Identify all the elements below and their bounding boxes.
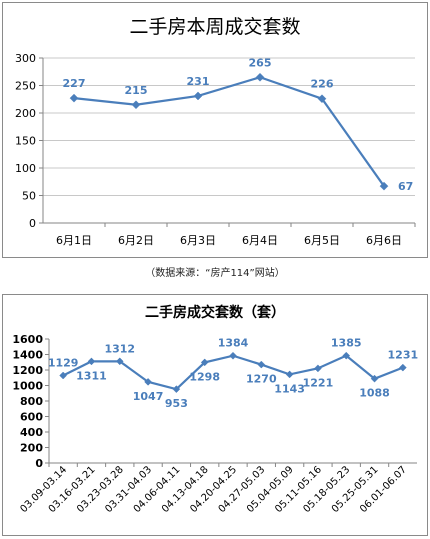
- data-label: 1312: [104, 342, 135, 355]
- y-tick-label: 600: [20, 411, 43, 424]
- data-point: [131, 100, 141, 110]
- data-point: [398, 363, 407, 372]
- data-point: [87, 357, 96, 366]
- y-tick-label: 0: [29, 217, 36, 230]
- data-point: [115, 357, 124, 366]
- data-label: 231: [187, 75, 210, 88]
- y-tick-label: 150: [15, 135, 36, 148]
- x-tick-label: 6月6日: [366, 234, 402, 247]
- data-point: [229, 351, 237, 360]
- data-label: 1270: [246, 373, 277, 386]
- x-tick-label: 6月5日: [304, 234, 340, 247]
- y-tick-label: 300: [15, 52, 36, 65]
- source-note: （数据来源：“房产114”网站）: [145, 268, 285, 279]
- data-point: [257, 360, 266, 369]
- data-label: 265: [249, 56, 272, 69]
- data-point: [285, 370, 294, 379]
- series-line: [62, 354, 404, 391]
- data-label: 1311: [76, 369, 107, 382]
- x-tick-label: 6月4日: [242, 234, 278, 247]
- y-tick-label: 100: [15, 162, 36, 175]
- y-tick-label: 800: [20, 395, 43, 408]
- data-label: 1088: [359, 387, 390, 400]
- data-label: 226: [311, 78, 334, 91]
- y-tick-label: 50: [22, 190, 36, 203]
- chart-panel-weekly: 二手房本周成交套数 0 50 100 150 200 250 300 6月1日 6月2日 6月3日 6…: [2, 2, 428, 258]
- data-point: [379, 181, 389, 191]
- data-label: 1143: [274, 382, 305, 395]
- chart-title: 二手房成交套数（套）: [145, 304, 285, 321]
- data-point: [59, 371, 68, 380]
- data-label: 215: [125, 84, 148, 97]
- data-point: [370, 374, 379, 383]
- data-label: 227: [63, 77, 86, 90]
- data-point: [193, 91, 203, 101]
- y-tick-label: 200: [15, 107, 36, 120]
- x-tick-label: 6月1日: [56, 234, 92, 247]
- y-tick-label: 1400: [12, 349, 43, 362]
- data-point: [200, 358, 209, 367]
- x-tick-label: 6月3日: [180, 234, 216, 247]
- data-label: 67: [398, 180, 413, 193]
- x-tick-label: 6月2日: [118, 234, 154, 247]
- series-line: [73, 76, 385, 187]
- data-label: 1231: [388, 349, 419, 362]
- y-tick-label: 400: [20, 426, 43, 439]
- data-point: [69, 93, 79, 103]
- y-tick-label: 200: [20, 442, 43, 455]
- data-label: 953: [165, 397, 188, 410]
- chart-panel-history: 二手房成交套数（套） 0 200 400 600 800 1000 1200 1400 1600 0…: [2, 294, 428, 536]
- data-label: 1385: [331, 337, 362, 350]
- data-label: 1384: [218, 337, 249, 350]
- y-tick-label: 1000: [12, 380, 43, 393]
- weekly-sales-chart: 二手房本周成交套数 0 50 100 150 200 250 300 6月1日 6月2日 6月3日 6…: [15, 16, 416, 247]
- data-point: [255, 72, 265, 82]
- y-tick-label: 1200: [12, 364, 43, 377]
- data-point: [172, 385, 181, 393]
- data-point: [144, 378, 152, 386]
- historical-sales-chart: 二手房成交套数（套）020040060080010001200140016000…: [12, 304, 419, 515]
- y-tick-label: 250: [15, 80, 36, 93]
- data-point: [342, 351, 351, 360]
- data-point: [314, 364, 322, 373]
- data-point: [317, 94, 327, 104]
- data-label: 1047: [133, 390, 164, 403]
- y-tick-label: 1600: [12, 333, 43, 346]
- data-label: 1221: [303, 376, 334, 389]
- data-label: 1129: [48, 357, 79, 370]
- data-label: 1298: [189, 370, 220, 383]
- y-tick-label: 0: [35, 457, 43, 470]
- chart-title: 二手房本周成交套数: [129, 16, 300, 38]
